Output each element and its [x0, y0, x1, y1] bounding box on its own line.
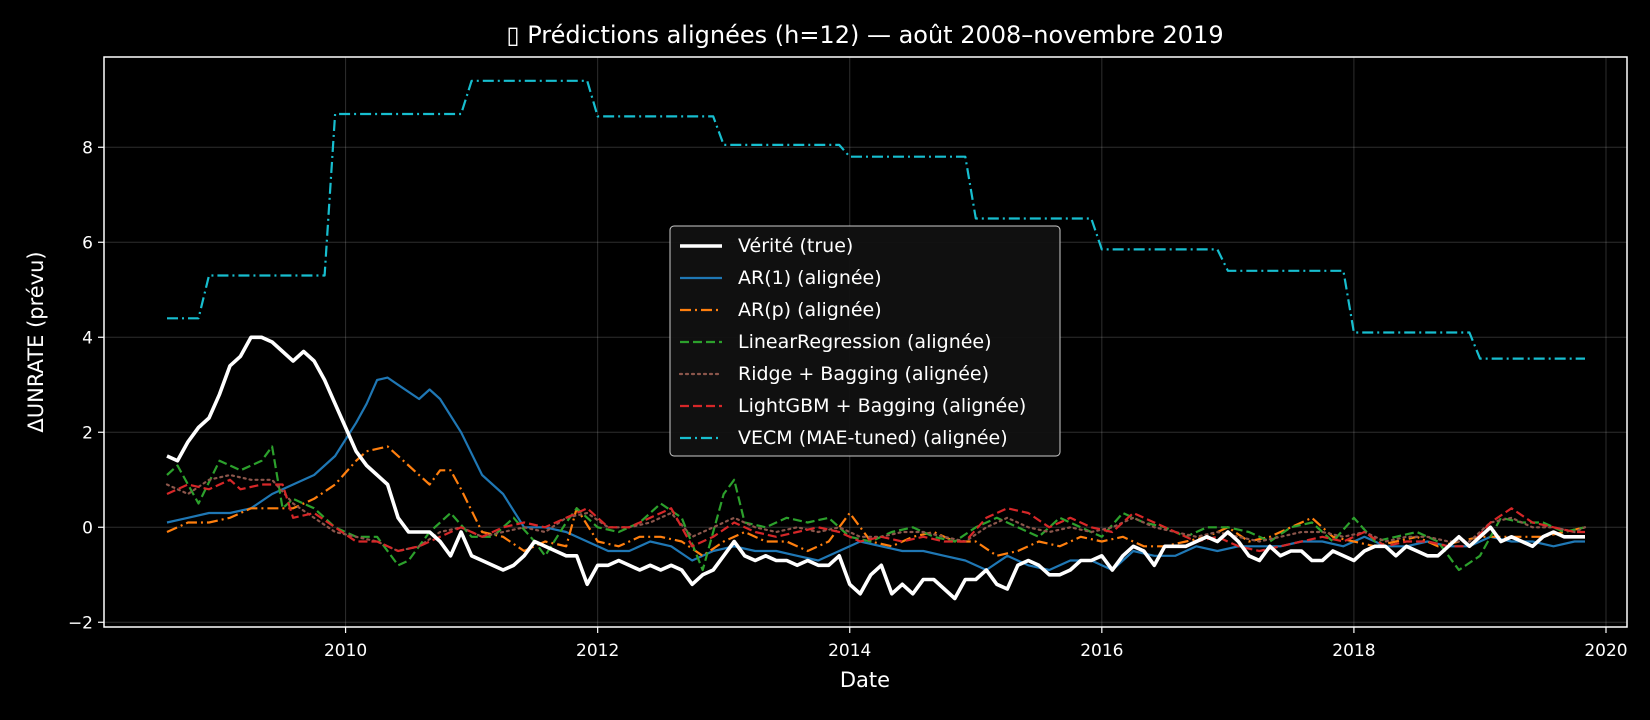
series-line-6	[167, 79, 1585, 360]
y-tick-label: 4	[82, 328, 93, 348]
x-tick-label: 2016	[1080, 641, 1123, 661]
legend-label: AR(p) (alignée)	[738, 299, 882, 321]
legend-label: AR(1) (alignée)	[738, 267, 882, 289]
chart-title: ▯ Prédictions alignées (h=12) — août 200…	[506, 21, 1223, 49]
tick-layer: 2010 2012 2014 2016 2018 2020 −2 0 2 4 6 8	[68, 138, 1628, 661]
x-tick-label: 2020	[1584, 641, 1627, 661]
x-tick-label: 2010	[324, 641, 367, 661]
legend-label: VECM (MAE-tuned) (alignée)	[738, 427, 1008, 449]
y-tick-label: 8	[82, 138, 93, 158]
series-line-1	[166, 376, 1585, 572]
x-axis-label: Date	[840, 668, 890, 692]
y-axis-label: ΔUNRATE (prévu)	[24, 251, 48, 432]
x-tick-label: 2018	[1332, 641, 1375, 661]
series-layer	[165, 79, 1587, 601]
legend-label: LightGBM + Bagging (alignée)	[738, 395, 1026, 417]
legend-label: LinearRegression (alignée)	[738, 331, 992, 353]
y-tick-label: 6	[82, 233, 93, 253]
legend: Vérité (true) AR(1) (alignée) AR(p) (align…	[669, 225, 1061, 457]
legend-label: Ridge + Bagging (alignée)	[738, 363, 989, 385]
y-tick-label: 0	[82, 518, 93, 538]
x-tick-label: 2014	[828, 641, 871, 661]
legend-box	[669, 225, 1061, 457]
plot-frame	[103, 56, 1628, 628]
y-tick-label: −2	[68, 613, 93, 633]
y-tick-label: 2	[82, 423, 93, 443]
x-tick-label: 2012	[576, 641, 619, 661]
series-line-3	[166, 445, 1586, 572]
series-line-5	[166, 478, 1585, 553]
legend-label: Vérité (true)	[738, 235, 853, 257]
series-line-0	[166, 335, 1585, 601]
